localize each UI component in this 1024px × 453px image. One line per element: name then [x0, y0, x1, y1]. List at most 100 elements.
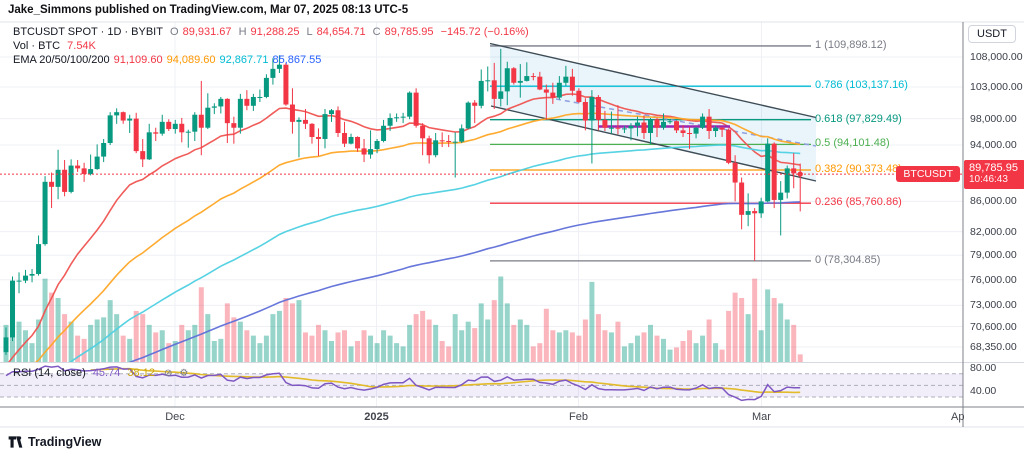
rsi-hide-icon[interactable]: ⊘ [164, 368, 176, 379]
volume-bar [179, 324, 185, 363]
candle-body [478, 80, 484, 106]
legend-volume-row: Vol · BTC 7.54K [13, 40, 100, 52]
candle-body [49, 181, 55, 187]
volume-bar [439, 341, 445, 363]
volume-bar [146, 324, 152, 363]
price-scale-tick[interactable]: 108,000.00 [970, 51, 1023, 63]
time-axis-label[interactable]: Dec [165, 411, 185, 423]
volume-bar [329, 341, 334, 363]
volume-bar [433, 324, 439, 363]
candle-body [179, 123, 185, 133]
price-scale-tick[interactable]: 70,600.00 [970, 320, 1017, 333]
candle-body [16, 280, 22, 282]
rsi-scale-tick[interactable]: 40.00 [970, 385, 997, 398]
candle-body [348, 136, 354, 144]
candle-body [120, 112, 126, 121]
volume-bar [459, 330, 465, 363]
currency-toggle-button[interactable]: USDT [968, 25, 1016, 43]
candle-body [452, 141, 458, 143]
price-scale-tick[interactable]: 73,000.00 [970, 299, 1017, 312]
candle-body [381, 125, 387, 141]
price-scale-tick[interactable]: 76,000.00 [970, 273, 1017, 286]
price-scale-tick[interactable]: 86,000.00 [970, 195, 1017, 208]
ema20-line [7, 93, 801, 363]
price-scale-tick[interactable]: 82,000.00 [970, 225, 1017, 238]
candle-body [576, 90, 582, 103]
candle-body [713, 127, 719, 132]
volume-bar [758, 330, 764, 363]
candle-body [329, 110, 334, 115]
candle-body [374, 140, 380, 150]
volume-bar [342, 330, 348, 363]
volume-bar [381, 330, 387, 363]
candle-body [608, 127, 614, 129]
volume-bar [719, 349, 725, 363]
volume-bar [413, 314, 419, 363]
volume-bar [621, 346, 627, 363]
ema-label[interactable]: EMA 20/50/100/200 [13, 54, 110, 66]
volume-bar [491, 300, 497, 363]
volume-bar [589, 281, 595, 363]
volume-bar [394, 343, 400, 363]
volume-bar [407, 324, 413, 363]
volume-bar [296, 300, 302, 363]
price-scale-tick[interactable]: 68,350.00 [970, 341, 1017, 354]
volume-bar [192, 324, 198, 363]
volume-bar [706, 319, 712, 363]
candle-body [634, 122, 640, 126]
volume-bar [426, 319, 432, 363]
volume-bar [765, 289, 771, 363]
volume-bar [446, 346, 452, 363]
price-scale-tick[interactable]: 94,000.00 [970, 139, 1017, 152]
candle-body [530, 76, 536, 78]
price-scale-tick[interactable]: 98,000.00 [970, 112, 1017, 125]
candle-body [185, 131, 191, 133]
volume-bar [361, 330, 367, 363]
volume-bar [726, 310, 732, 363]
candle-body [263, 77, 269, 97]
rsi-label[interactable]: RSI (14, close) [13, 367, 86, 379]
candle-body [543, 89, 549, 93]
volume-bar [55, 298, 61, 363]
candle-body [595, 96, 601, 120]
candle-body [81, 168, 87, 175]
candle-body [302, 119, 308, 124]
volume-bar [133, 310, 139, 363]
time-axis-label[interactable]: 2025 [364, 411, 389, 423]
candle-body [231, 123, 237, 128]
rsi-scale-tick[interactable]: 80.00 [970, 361, 997, 374]
price-scale-tick[interactable]: 103,000.00 [970, 81, 1023, 94]
candle-body [433, 140, 439, 156]
volume-bar [166, 343, 172, 363]
legend-rsi-row: RSI (14, close) 45.74 38.12 ⊘ ⚙ [13, 367, 199, 379]
volume-bar [745, 314, 751, 363]
volume-bar [198, 287, 204, 363]
candle-body [465, 102, 471, 129]
volume-label[interactable]: Vol · BTC [13, 40, 61, 52]
time-axis-label[interactable]: Mar [752, 411, 771, 423]
candle-body [140, 151, 146, 160]
price-scale-tick[interactable]: 79,000.00 [970, 249, 1017, 262]
candle-body [289, 104, 295, 122]
time-axis-label[interactable]: Ap [951, 411, 965, 423]
volume-bar [647, 324, 653, 363]
channel-upper-trendline[interactable] [489, 42, 817, 119]
volume-bar [218, 338, 224, 363]
tradingview-logo[interactable]: TradingView [8, 435, 101, 449]
candle-body [276, 64, 282, 69]
rsi-settings-icon[interactable]: ⚙ [179, 368, 192, 379]
ema-legend-value: 85,867.55 [272, 54, 322, 66]
volume-bar [700, 335, 706, 363]
candle-body [700, 116, 706, 128]
fib-label-0.236: 0.236 (85,760.86) [815, 196, 902, 209]
symbol-title[interactable]: BTCUSDT SPOT · 1D · BYBIT [13, 26, 163, 38]
candle-body [791, 168, 797, 174]
volume-bar [302, 332, 308, 363]
candle-body [504, 68, 510, 92]
ema200-line [127, 201, 801, 363]
time-axis-label[interactable]: Feb [569, 411, 588, 423]
volume-bar [602, 330, 608, 363]
volume-bar [185, 330, 191, 363]
